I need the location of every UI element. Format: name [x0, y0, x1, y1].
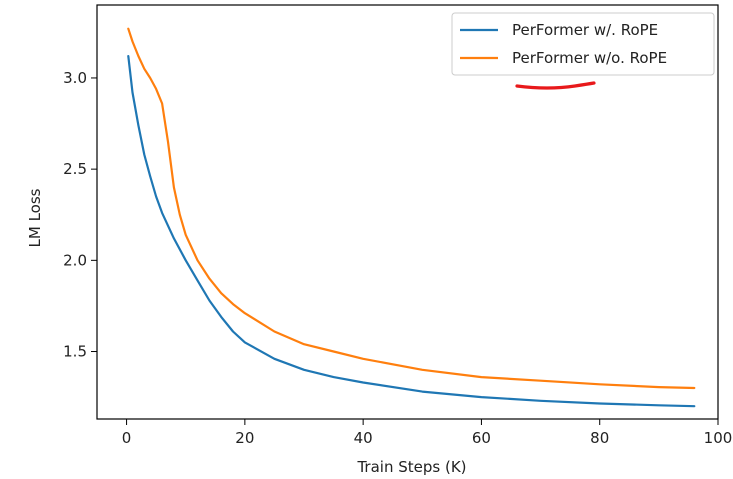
x-tick-label: 80	[590, 429, 609, 447]
x-axis-label: Train Steps (K)	[356, 458, 466, 476]
x-tick-label: 20	[235, 429, 254, 447]
y-tick-label: 2.0	[63, 251, 87, 269]
legend: PerFormer w/. RoPE PerFormer w/o. RoPE	[451, 12, 715, 76]
x-tick-label: 0	[122, 429, 132, 447]
ticks-layer: 0 20 40 60 80 100 1.5 2.0 2.5 3.0	[63, 69, 732, 447]
series-line-rope	[127, 54, 696, 408]
x-tick-label: 60	[472, 429, 491, 447]
x-tick-label: 40	[354, 429, 373, 447]
y-tick-label: 1.5	[63, 343, 87, 361]
legend-label-no-rope: PerFormer w/o. RoPE	[512, 49, 667, 67]
series-layer	[127, 27, 696, 408]
y-tick-label: 3.0	[63, 69, 87, 87]
series-line-no-rope	[127, 27, 696, 390]
y-axis-label: LM Loss	[26, 188, 44, 247]
x-tick-label: 100	[704, 429, 733, 447]
legend-label-rope: PerFormer w/. RoPE	[512, 21, 658, 39]
legend-box	[451, 12, 715, 76]
y-tick-label: 2.5	[63, 160, 87, 178]
red-pen-annotation	[515, 81, 596, 90]
plot-frame	[96, 4, 719, 420]
